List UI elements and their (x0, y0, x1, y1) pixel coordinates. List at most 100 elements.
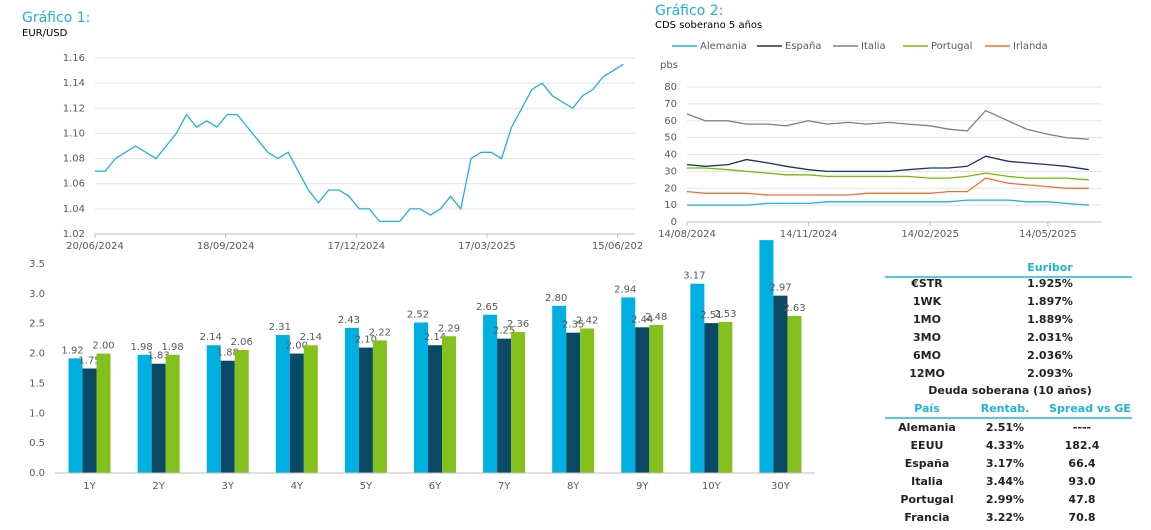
table-cell: 2.99% (986, 493, 1024, 506)
data-label: 2.52 (407, 310, 429, 321)
bar (773, 295, 788, 473)
table-cell: 12MO (909, 367, 945, 380)
bar (718, 321, 733, 473)
y-tick-label: 1.12 (63, 103, 85, 114)
data-label: 2.44 (631, 314, 653, 325)
bar (428, 345, 442, 473)
table-cell: Alemania (898, 421, 956, 434)
bar (234, 349, 249, 473)
bar (275, 335, 290, 473)
data-label: 3.17 (683, 271, 705, 282)
table-cell: EEUU (911, 439, 944, 452)
bar (137, 354, 152, 473)
table-cell: 66.4 (1068, 457, 1095, 470)
y-tick-label: 1.16 (63, 53, 85, 64)
data-label: 1.88 (217, 348, 239, 359)
bar (82, 368, 97, 473)
y-tick-label: 1.10 (63, 128, 85, 139)
x-tick-label: 3Y (221, 481, 234, 492)
bar (372, 340, 387, 473)
table-title: Deuda soberana (10 años) (928, 384, 1091, 397)
table-cell: 3.17% (986, 457, 1024, 470)
table-cell: 93.0 (1068, 475, 1095, 488)
bar (566, 332, 581, 473)
line-series (686, 177, 1089, 196)
bar (621, 297, 636, 473)
table-cell: 47.8 (1068, 493, 1095, 506)
data-label: 2.80 (545, 293, 567, 304)
x-tick-label: 14/05/2025 (1019, 229, 1077, 240)
x-tick-label: 7Y (498, 481, 511, 492)
bar (635, 327, 650, 473)
chart-subtitle: CDS soberano 5 años (655, 20, 762, 31)
bar (289, 353, 304, 473)
column-header: Rentab. (981, 402, 1030, 415)
table-cell: 1.889% (1027, 313, 1073, 326)
y-tick-label: 40 (664, 150, 677, 161)
y-tick-label: 1.5 (29, 378, 45, 389)
y-axis-label: pbs (660, 60, 678, 71)
data-label: 2.43 (338, 315, 360, 326)
data-label: 2.14 (200, 332, 222, 343)
table-cell: €STR (910, 277, 943, 290)
bar (442, 336, 456, 473)
table-cell: 2.51% (986, 421, 1024, 434)
bar (690, 283, 705, 473)
x-tick-label: 1Y (83, 481, 96, 492)
y-tick-label: 80 (664, 82, 677, 93)
x-tick-label: 30Y (771, 481, 791, 492)
x-tick-label: 8Y (567, 481, 580, 492)
y-tick-label: 10 (664, 200, 677, 211)
bar (220, 360, 235, 473)
data-label: 1.98 (131, 342, 153, 353)
bar (759, 240, 774, 473)
line-series (687, 167, 1089, 181)
data-label: 1.83 (148, 351, 170, 362)
y-tick-label: 2.5 (29, 319, 45, 330)
table-cell: 3.22% (986, 511, 1024, 524)
data-label: 1.92 (61, 345, 83, 356)
y-tick-label: 1.14 (63, 78, 85, 89)
data-label: 2.31 (269, 322, 291, 333)
data-label: 2.14 (424, 332, 446, 343)
bar (344, 327, 359, 473)
y-tick-label: 3.0 (29, 289, 45, 300)
x-tick-label: 2Y (152, 481, 165, 492)
table-cell: 1WK (913, 295, 942, 308)
bar (552, 305, 567, 473)
legend-label: Portugal (931, 41, 972, 52)
y-tick-label: 0.0 (29, 468, 45, 479)
data-label: 2.35 (562, 320, 584, 331)
table-cell: 4.33% (986, 439, 1024, 452)
legend-label: Alemania (700, 41, 747, 52)
bar (580, 328, 595, 473)
column-header: País (914, 402, 940, 415)
data-label: 1.98 (162, 342, 184, 353)
table-cell: ---- (1073, 421, 1091, 434)
line-series (686, 109, 1089, 140)
line-series (687, 199, 1089, 206)
table-cell: 1.925% (1027, 277, 1073, 290)
data-label: 2.00 (286, 341, 308, 352)
bar (165, 354, 180, 473)
x-tick-label: 5Y (360, 481, 373, 492)
y-tick-label: 2.0 (29, 349, 45, 360)
table-cell: España (905, 457, 950, 470)
table-cell: Italia (911, 475, 943, 488)
y-tick-label: 70 (664, 99, 677, 110)
data-label: 2.97 (769, 283, 791, 294)
y-tick-label: 1.06 (63, 179, 85, 190)
data-label: 2.25 (493, 326, 515, 337)
x-tick-label: 10Y (702, 481, 722, 492)
data-label: 2.48 (645, 312, 667, 323)
legend-label: España (785, 41, 821, 52)
y-tick-label: 0 (671, 217, 677, 228)
bar (96, 353, 111, 473)
y-tick-label: 60 (664, 116, 677, 127)
bar (414, 322, 428, 473)
table-cell: 6MO (913, 349, 941, 362)
data-label: 2.22 (369, 327, 391, 338)
data-label: 2.00 (92, 341, 114, 352)
bar (497, 338, 512, 473)
data-label: 2.42 (576, 315, 598, 326)
